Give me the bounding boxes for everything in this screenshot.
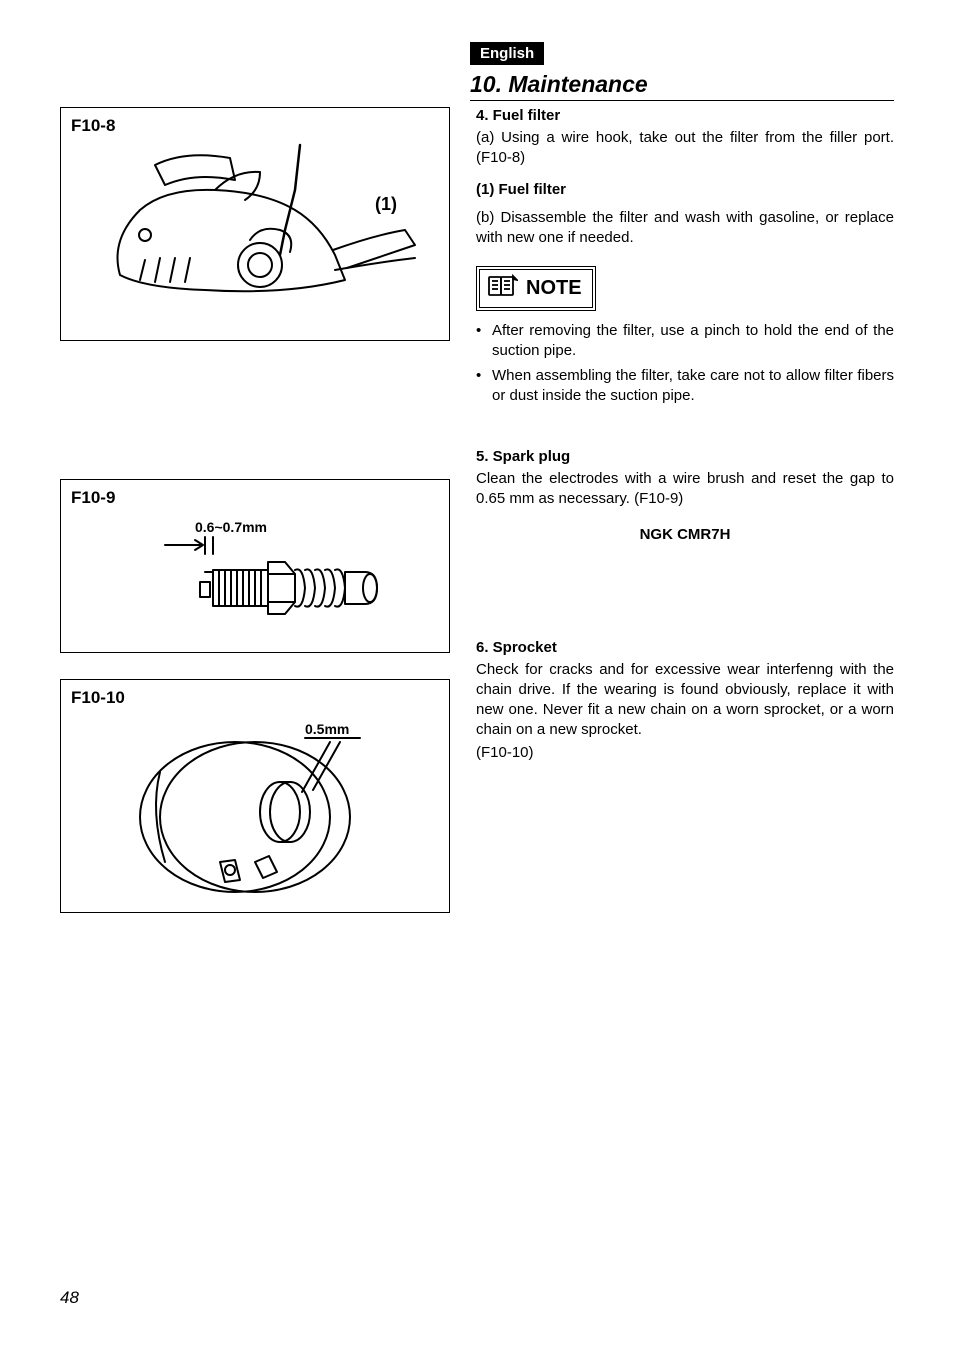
note-box: NOTE (476, 266, 596, 311)
figure-label: F10-10 (71, 688, 439, 708)
gap-label: 0.6~0.7mm (195, 519, 267, 535)
list-text: Disassemble the filter and wash with gas… (476, 209, 894, 246)
paragraph: (b) Disassemble the filter and wash with… (476, 208, 894, 249)
sprocket-illustration: 0.5mm (105, 712, 405, 902)
section-heading: 4. Fuel filter (476, 107, 894, 124)
figure-callout: (1) (375, 194, 397, 214)
sub-heading: (1) Fuel filter (476, 181, 894, 198)
gap-label: 0.5mm (305, 721, 349, 737)
note-icon (488, 274, 518, 303)
figure-ref: (F10-10) (476, 743, 894, 763)
language-badge: English (470, 42, 544, 65)
section-fuel-filter: 4. Fuel filter (a) Using a wire hook, ta… (476, 107, 894, 406)
section-heading: 6. Sprocket (476, 639, 894, 656)
figures-column: F10-8 (60, 107, 450, 927)
list-item: When assembling the filter, take care no… (476, 366, 894, 407)
page-number: 48 (60, 1288, 79, 1308)
chapter-title: 10. Maintenance (470, 71, 894, 101)
figure-f10-8: F10-8 (60, 107, 450, 341)
paragraph: Check for cracks and for excessive wear … (476, 660, 894, 741)
figure-label: F10-9 (71, 488, 439, 508)
note-bullet-list: After removing the filter, use a pinch t… (476, 321, 894, 406)
section-sprocket: 6. Sprocket Check for cracks and for exc… (476, 639, 894, 763)
figure-label: F10-8 (71, 116, 439, 136)
list-text: Using a wire hook, take out the filter f… (476, 129, 894, 166)
list-prefix: (a) (476, 129, 501, 146)
figure-f10-10: F10-10 0.5mm (60, 679, 450, 913)
section-spark-plug: 5. Spark plug Clean the electrodes with … (476, 448, 894, 543)
list-prefix: (b) (476, 209, 500, 226)
paragraph: (a) Using a wire hook, take out the filt… (476, 128, 894, 169)
note-label: NOTE (526, 277, 582, 300)
paragraph: Clean the electrodes with a wire brush a… (476, 469, 894, 510)
chainsaw-illustration: (1) (85, 140, 425, 330)
spark-plug-model: NGK CMR7H (476, 526, 894, 543)
figure-f10-9: F10-9 0.6~0.7mm (60, 479, 450, 653)
text-column: 4. Fuel filter (a) Using a wire hook, ta… (476, 107, 894, 927)
section-heading: 5. Spark plug (476, 448, 894, 465)
spark-plug-illustration: 0.6~0.7mm (105, 512, 405, 642)
list-item: After removing the filter, use a pinch t… (476, 321, 894, 362)
content-columns: F10-8 (60, 107, 894, 927)
